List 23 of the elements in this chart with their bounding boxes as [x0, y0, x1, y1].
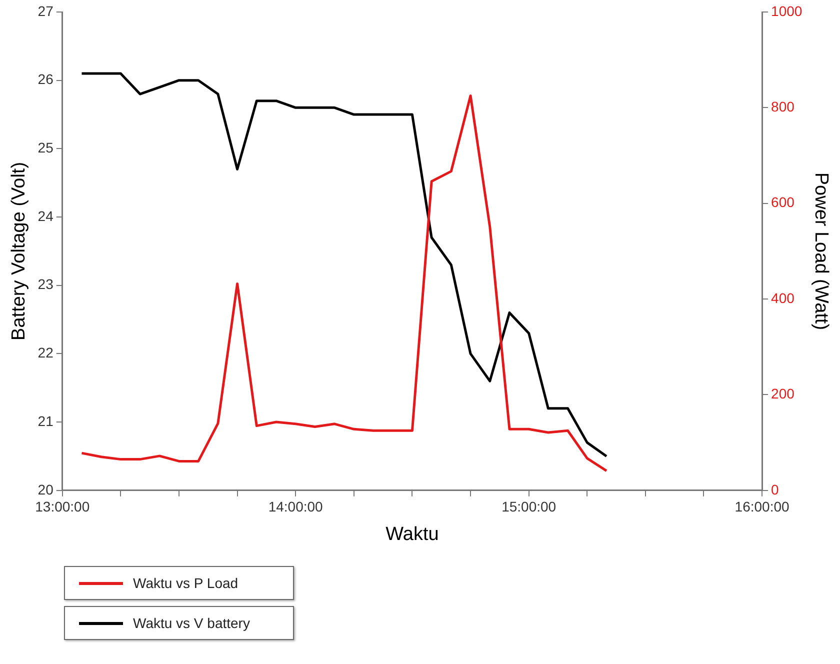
y2-tick-label: 400	[771, 290, 795, 306]
y2-axis-title: Power Load (Watt)	[810, 172, 832, 330]
y2-tick-label: 1000	[771, 2, 802, 19]
y2-tick-label: 600	[771, 194, 795, 210]
x-tick-label: 13:00:00	[35, 498, 90, 515]
y-tick-label: 21	[38, 412, 54, 429]
x-tick-label: 14:00:00	[268, 498, 324, 515]
legend-label: Waktu vs V battery	[133, 615, 250, 631]
y-tick-label: 20	[38, 481, 54, 498]
y2-tick-label: 200	[771, 386, 795, 402]
y-tick-label: 26	[38, 71, 54, 88]
y-tick-label: 24	[38, 208, 54, 224]
y-tick-label: 25	[38, 140, 54, 156]
legend-label: Waktu vs P Load	[133, 575, 238, 591]
y-axis-title: Battery Voltage (Volt)	[8, 162, 30, 340]
y-tick-label: 23	[38, 276, 54, 292]
x-axis-title: Waktu	[386, 524, 439, 545]
y-tick-label: 22	[38, 344, 54, 361]
x-tick-label: 16:00:00	[734, 498, 790, 515]
x-tick-label: 15:00:00	[502, 498, 556, 515]
y2-tick-label: 800	[771, 98, 795, 115]
y2-tick-label: 0	[771, 481, 780, 498]
y-tick-label: 27	[38, 2, 54, 19]
